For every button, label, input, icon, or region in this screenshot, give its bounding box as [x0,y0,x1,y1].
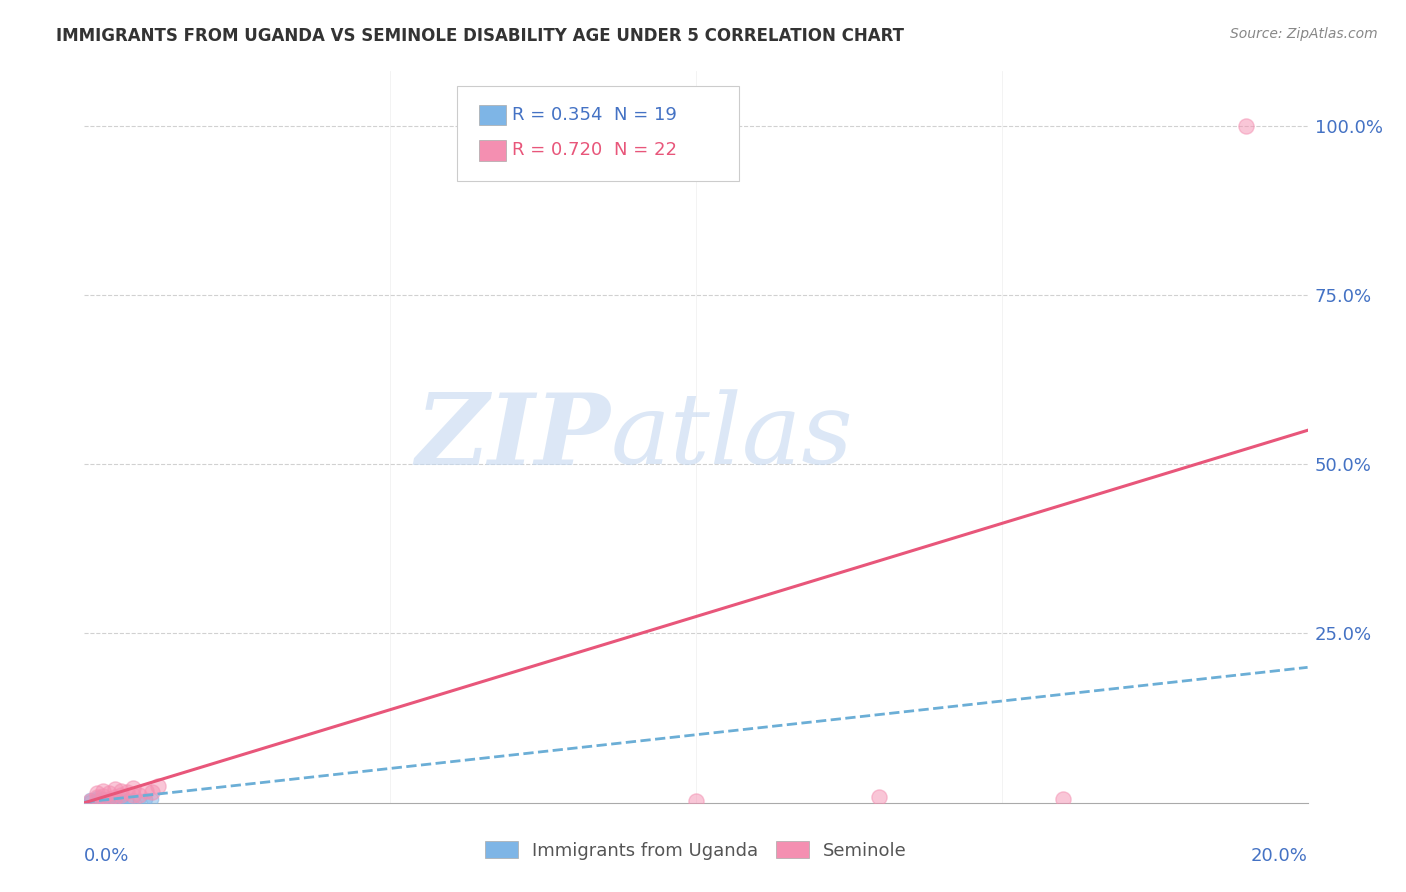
Point [122,780,145,795]
Point [122,792,145,806]
Text: 0.0%: 0.0% [84,847,129,864]
Text: N = 19: N = 19 [614,106,676,124]
Point [141,785,163,799]
Text: R = 0.354: R = 0.354 [513,106,603,124]
Point [91,793,114,807]
Point [128,788,150,802]
Point [86,786,108,800]
Point [110,794,132,808]
Point [86,790,108,805]
Point [110,783,132,797]
Point [104,792,127,806]
Point [110,791,132,805]
Point [135,791,157,805]
Point [79,794,101,808]
Point [128,793,150,807]
Text: R = 0.720: R = 0.720 [513,141,603,160]
Legend: Immigrants from Uganda, Seminole: Immigrants from Uganda, Seminole [478,834,914,867]
Point [1236,119,1258,133]
Point [97,786,120,800]
Text: atlas: atlas [610,390,853,484]
Point [86,794,108,808]
Point [91,791,114,805]
Point [104,790,127,805]
FancyBboxPatch shape [479,105,506,126]
Point [146,779,169,793]
Point [86,790,108,805]
Point [110,788,132,802]
Point [141,792,163,806]
Point [115,785,138,799]
Point [104,794,127,808]
Point [86,792,108,806]
Point [115,793,138,807]
Point [1052,792,1074,806]
Point [79,794,101,808]
Point [91,794,114,808]
Text: N = 22: N = 22 [614,141,678,160]
Text: Source: ZipAtlas.com: Source: ZipAtlas.com [1230,27,1378,41]
Point [97,794,120,808]
Text: 20.0%: 20.0% [1251,847,1308,864]
Point [104,782,127,797]
Point [685,794,707,808]
Text: IMMIGRANTS FROM UGANDA VS SEMINOLE DISABILITY AGE UNDER 5 CORRELATION CHART: IMMIGRANTS FROM UGANDA VS SEMINOLE DISAB… [56,27,904,45]
FancyBboxPatch shape [457,86,738,181]
Point [97,791,120,805]
Text: ZIP: ZIP [415,389,610,485]
Point [91,789,114,803]
FancyBboxPatch shape [479,140,506,161]
Point [122,788,145,802]
Point [135,783,157,797]
Point [97,791,120,805]
Point [91,783,114,797]
Point [869,790,891,805]
Point [79,791,101,805]
